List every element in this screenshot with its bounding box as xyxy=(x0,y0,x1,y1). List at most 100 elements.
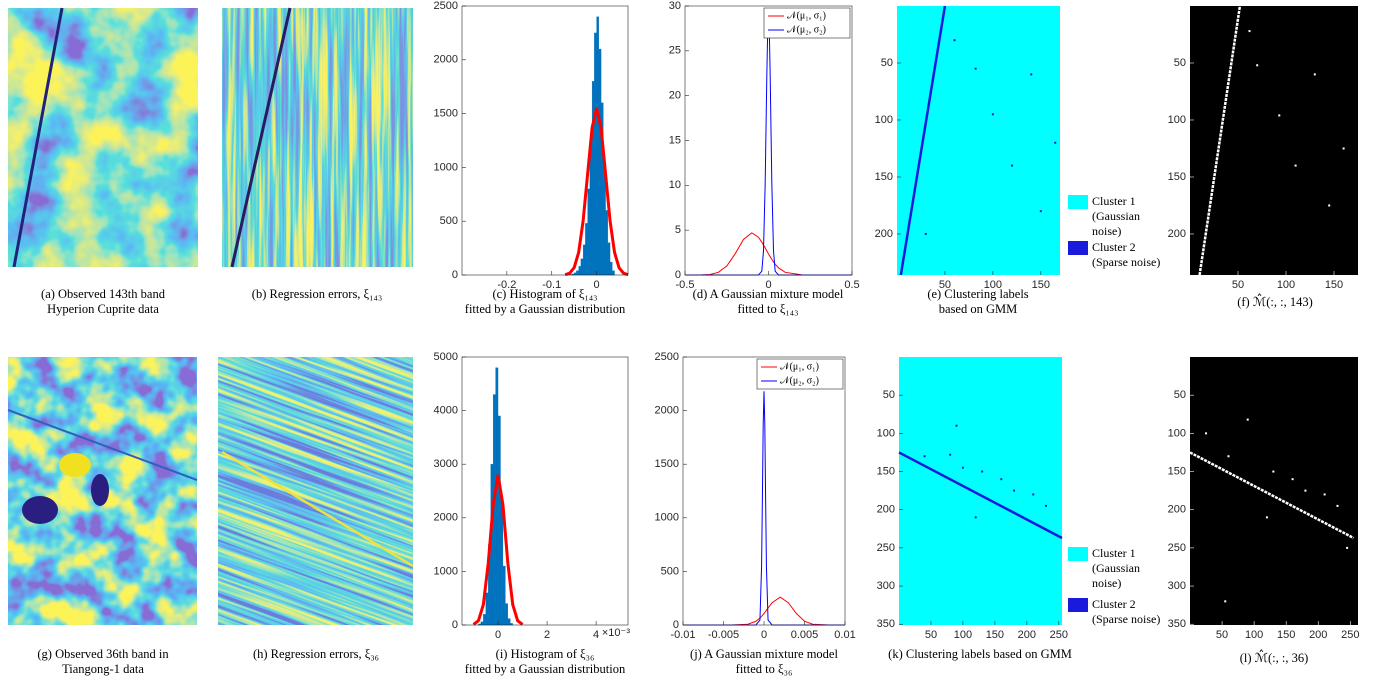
hist-bar xyxy=(574,272,577,276)
hist-bar xyxy=(582,244,586,276)
y-tick-label: 50 xyxy=(883,389,895,401)
sparse-stripe xyxy=(1189,451,1355,540)
label-map xyxy=(899,357,1062,625)
x-tick-label: 50 xyxy=(939,279,951,291)
sparse-dot xyxy=(923,455,926,458)
x-tick-label: 200 xyxy=(1309,629,1327,641)
axes-frame xyxy=(461,5,629,276)
legend-label: Cluster 1 (Gaussian noise) xyxy=(1092,194,1140,238)
y-tick-label: 0 xyxy=(452,619,458,631)
image-texture xyxy=(218,357,413,625)
y-tick-label: 1000 xyxy=(434,565,458,577)
legend-swatch xyxy=(1068,598,1088,612)
sparse-dot xyxy=(1256,64,1259,67)
y-tick-label: 150 xyxy=(875,171,893,183)
legend-swatch xyxy=(1068,241,1088,255)
legend-box xyxy=(763,7,851,39)
x-tick-label: 0 xyxy=(495,629,501,641)
caption: (f) ℳ̂(:, :, 143) xyxy=(1237,294,1313,309)
caption: (j) A Gaussian mixture model xyxy=(690,647,838,661)
hist-bar xyxy=(612,270,615,276)
y-tick-label: 1000 xyxy=(655,512,679,524)
x-tick-label: 150 xyxy=(1032,279,1050,291)
series-line xyxy=(683,596,846,626)
label-map xyxy=(897,6,1060,275)
y-tick-label: 100 xyxy=(1168,114,1186,126)
y-tick-label: 4000 xyxy=(434,405,458,417)
sparse-dot xyxy=(953,39,956,42)
sparse-dot xyxy=(1248,30,1251,33)
sparse-dot xyxy=(961,466,964,469)
y-tick-label: 0 xyxy=(675,269,681,281)
sparse-dot xyxy=(1336,504,1339,507)
sparse-dot xyxy=(1342,147,1345,150)
sparse-dot xyxy=(1032,493,1035,496)
hist-bar xyxy=(591,81,595,276)
y-tick-label: 100 xyxy=(877,427,895,439)
y-tick-label: 3000 xyxy=(434,458,458,470)
x-tick-label: 100 xyxy=(1277,279,1295,291)
legend-box xyxy=(756,358,844,390)
y-tick-label: 1500 xyxy=(434,108,458,120)
caption: fitted by a Gaussian distribution xyxy=(465,662,626,676)
sparse-stripe xyxy=(1198,5,1242,276)
sparse-dot xyxy=(991,113,994,116)
sparse-dot xyxy=(924,232,927,235)
y-tick-label: 300 xyxy=(1168,580,1186,592)
legend-label: Cluster 2 (Sparse noise) xyxy=(1092,597,1161,626)
y-tick-label: 5 xyxy=(675,224,681,236)
y-tick-label: 10 xyxy=(669,179,681,191)
sparse-dot xyxy=(974,67,977,70)
y-tick-label: 15 xyxy=(669,134,681,146)
y-tick-label: 2500 xyxy=(434,0,458,12)
y-tick-label: 25 xyxy=(669,45,681,57)
sparse-dot xyxy=(1205,432,1208,435)
x-tick-label: 150 xyxy=(1325,279,1343,291)
x-tick-label: 250 xyxy=(1050,629,1068,641)
sparse-dot xyxy=(1000,478,1003,481)
x-tick-label: -0.5 xyxy=(676,279,695,291)
sparse-dot xyxy=(1294,164,1297,167)
y-tick-label: 300 xyxy=(877,580,895,592)
hist-bar xyxy=(578,266,582,276)
caption: (h) Regression errors, ξ₃₆ xyxy=(253,647,379,661)
legend-label: 𝒩(μ₁, σ₁) xyxy=(780,361,819,372)
hist-bar xyxy=(607,242,611,276)
y-tick-label: 200 xyxy=(1168,228,1186,240)
image-feature xyxy=(91,474,109,506)
y-tick-label: 250 xyxy=(1168,542,1186,554)
image-feature xyxy=(12,7,64,268)
x-tick-label: 0 xyxy=(594,279,600,291)
hist-bar xyxy=(587,188,591,276)
x-tick-label: 0 xyxy=(761,629,767,641)
x-tick-label: 100 xyxy=(954,629,972,641)
caption: (c) Histogram of ξ₁₄₃ xyxy=(492,287,597,301)
sparse-dot xyxy=(1030,73,1033,76)
sparse-dot xyxy=(981,470,984,473)
y-tick-label: 20 xyxy=(669,90,681,102)
y-tick-label: 150 xyxy=(1168,465,1186,477)
label-map xyxy=(1190,357,1358,625)
sparse-dot xyxy=(1045,504,1048,507)
caption: (e) Clustering labels xyxy=(927,287,1028,301)
caption: based on GMM xyxy=(939,302,1017,316)
hist-bar xyxy=(497,415,501,626)
legend-swatch xyxy=(1068,547,1088,561)
y-tick-label: 100 xyxy=(1168,427,1186,439)
sparse-dot xyxy=(1246,418,1249,421)
x-tick-label: 150 xyxy=(986,629,1004,641)
y-tick-label: 50 xyxy=(1174,57,1186,69)
x-tick-label: -0.01 xyxy=(670,629,695,641)
hist-bar xyxy=(580,258,584,276)
x-tick-label: 0.01 xyxy=(834,629,855,641)
legend-label: Cluster 2 (Sparse noise) xyxy=(1092,240,1161,269)
sparse-dot xyxy=(1323,493,1326,496)
caption: (g) Observed 36th band in xyxy=(37,647,169,661)
legend-label: Cluster 1 (Gaussian noise) xyxy=(1092,546,1140,590)
caption: (a) Observed 143th band xyxy=(41,287,166,301)
sparse-dot xyxy=(1054,141,1057,144)
y-tick-label: 150 xyxy=(877,465,895,477)
sparse-dot xyxy=(1039,210,1042,213)
